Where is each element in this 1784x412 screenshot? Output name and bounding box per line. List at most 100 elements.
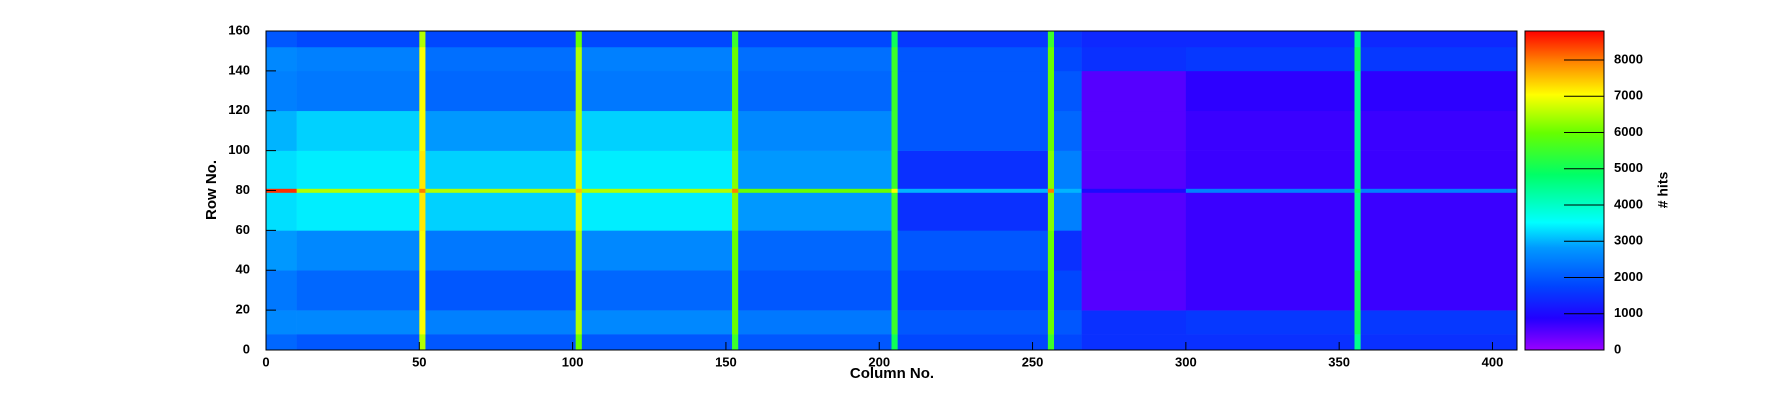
heatmap-cell xyxy=(1081,230,1187,271)
heatmap-cell xyxy=(1054,334,1082,351)
heatmap-cell xyxy=(1047,334,1055,351)
heatmap-cell xyxy=(1185,46,1355,72)
x-tick-label: 0 xyxy=(262,354,269,369)
heatmap-cell xyxy=(732,334,739,351)
heatmap-cell xyxy=(296,270,420,311)
heatmap-cell xyxy=(1360,31,1518,48)
heatmap-cell xyxy=(738,270,892,311)
heatmap-cell xyxy=(1354,334,1361,351)
heatmap-cell xyxy=(1354,188,1361,193)
heatmap-cell xyxy=(897,188,1049,193)
x-tick-label: 100 xyxy=(562,354,584,369)
heatmap-cell xyxy=(296,334,420,351)
heatmap-cell xyxy=(1185,270,1355,311)
heatmap-cell xyxy=(575,150,583,189)
heatmap-cell xyxy=(419,230,426,271)
heatmap-cell xyxy=(1047,188,1055,193)
heatmap-cell xyxy=(738,310,892,335)
heatmap-cell xyxy=(1054,270,1082,311)
heatmap-cell xyxy=(266,110,297,151)
heatmap-cell xyxy=(1054,31,1082,48)
heatmap-cell xyxy=(1360,188,1518,193)
heatmap-cell xyxy=(732,310,739,335)
heatmap-cell xyxy=(296,230,420,271)
y-tick-label: 140 xyxy=(228,62,250,77)
heatmap-cell xyxy=(425,31,576,48)
heatmap-cell xyxy=(891,270,898,311)
heatmap-cell xyxy=(425,188,576,193)
heatmap-cell xyxy=(581,270,733,311)
x-axis-title: Column No. xyxy=(850,365,934,382)
heatmap-cell xyxy=(1054,70,1082,112)
heatmap-cell xyxy=(296,310,420,335)
colorbar-tick-label: 5000 xyxy=(1614,160,1643,175)
heatmap-cell xyxy=(581,310,733,335)
heatmap-cell xyxy=(419,188,426,193)
heatmap-cell xyxy=(581,192,733,231)
heatmap-cell xyxy=(581,46,733,72)
heatmap-cell xyxy=(891,334,898,351)
colorbar-tick-label: 2000 xyxy=(1614,269,1643,284)
heatmap-cell xyxy=(425,70,576,112)
heatmap-cell xyxy=(266,230,297,271)
heatmap-cell xyxy=(897,70,1049,112)
colorbar-tick-label: 0 xyxy=(1614,341,1621,356)
heatmap-cell xyxy=(425,150,576,189)
heatmap-cell xyxy=(1081,188,1187,193)
heatmap-cell xyxy=(1081,192,1187,231)
heatmap-cell xyxy=(1054,230,1082,271)
heatmap-cell xyxy=(581,230,733,271)
heatmap-cell xyxy=(897,310,1049,335)
heatmap-cell xyxy=(1081,110,1187,151)
colorbar-tick-label: 6000 xyxy=(1614,124,1643,139)
heatmap-cell xyxy=(738,70,892,112)
heatmap-cell xyxy=(1185,230,1355,271)
heatmap-cell xyxy=(1354,46,1361,72)
y-tick-label: 40 xyxy=(236,262,250,277)
heatmap-cell xyxy=(1054,150,1082,189)
heatmap-cell xyxy=(738,31,892,48)
heatmap-cell xyxy=(1047,70,1055,112)
heatmap-cell xyxy=(897,110,1049,151)
heatmap-cell xyxy=(425,310,576,335)
heatmap-cell xyxy=(732,192,739,231)
heatmap-cell xyxy=(1185,188,1355,193)
heatmap-cell xyxy=(425,46,576,72)
heatmap-cell xyxy=(296,150,420,189)
y-tick-label: 0 xyxy=(243,341,250,356)
y-tick-label: 60 xyxy=(236,222,250,237)
y-tick-label: 120 xyxy=(228,102,250,117)
heatmap-cell xyxy=(1185,192,1355,231)
x-tick-label: 400 xyxy=(1482,354,1504,369)
heatmap-cell xyxy=(1354,270,1361,311)
heatmap-cell xyxy=(732,188,739,193)
heatmap-cell xyxy=(738,334,892,351)
heatmap-cell xyxy=(575,188,583,193)
colorbar-title: # hits xyxy=(1655,172,1671,209)
heatmap-cell xyxy=(1360,334,1518,351)
y-tick-label: 160 xyxy=(228,22,250,37)
heatmap-cell xyxy=(266,334,297,351)
colorbar-tick-label: 3000 xyxy=(1614,233,1643,248)
heatmap-cell xyxy=(1054,46,1082,72)
heatmap-cell xyxy=(891,310,898,335)
heatmap-cell xyxy=(419,270,426,311)
heatmap-cell xyxy=(575,270,583,311)
heatmap-cell xyxy=(266,31,297,48)
heatmap-cell xyxy=(1360,270,1518,311)
heatmap-cell xyxy=(1354,310,1361,335)
heatmap-cell xyxy=(891,70,898,112)
colorbar-tick-label: 1000 xyxy=(1614,305,1643,320)
heatmap-cell xyxy=(1054,110,1082,151)
heatmap-cell xyxy=(732,46,739,72)
heatmap-cell xyxy=(738,150,892,189)
colorbar xyxy=(1524,30,1605,351)
heatmap-cell xyxy=(581,150,733,189)
heatmap-cell xyxy=(1081,334,1187,351)
heatmap-cell xyxy=(891,31,898,48)
heatmap-cell xyxy=(1054,192,1082,231)
heatmap-cell xyxy=(732,31,739,48)
heatmap-cell xyxy=(575,334,583,351)
heatmap-cell xyxy=(1047,270,1055,311)
heatmap-cell xyxy=(575,110,583,151)
